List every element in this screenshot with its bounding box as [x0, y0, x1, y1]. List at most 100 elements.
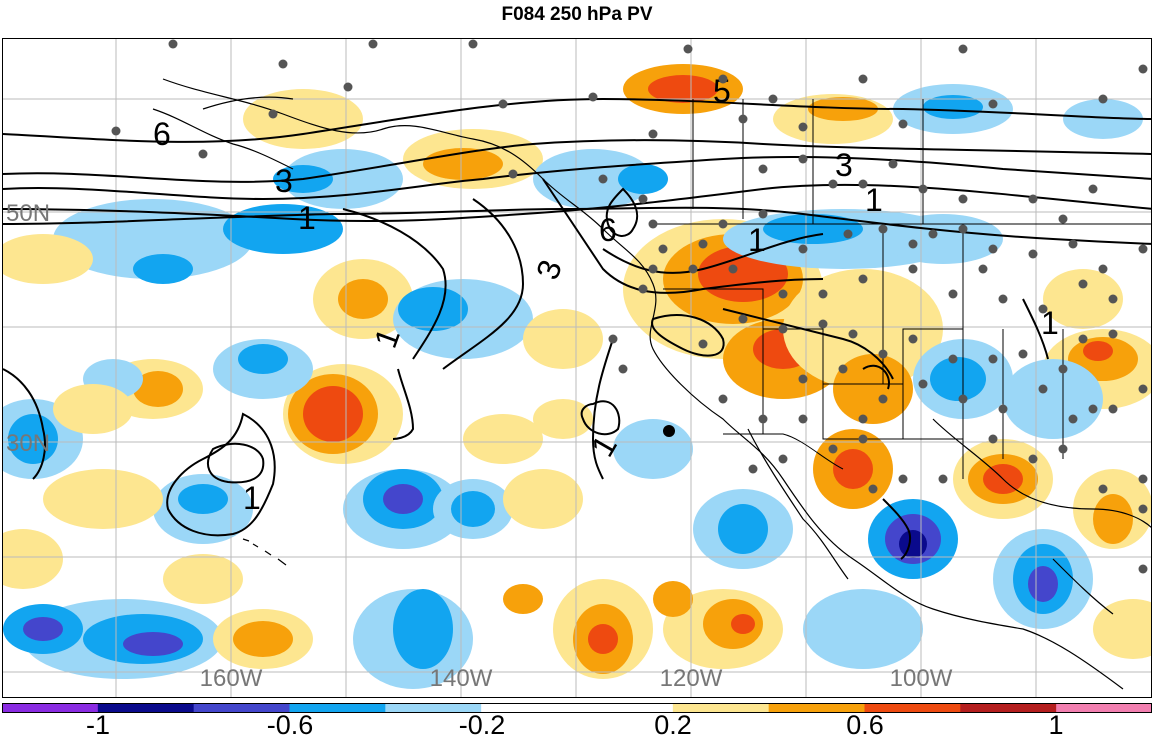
colorbar-tick-label: -0.2: [458, 710, 506, 740]
pv-anomaly-region: [338, 279, 388, 319]
station-dot: [778, 289, 788, 299]
station-dot: [948, 289, 958, 299]
colorbar-tick-label: 0.6: [846, 710, 884, 740]
pv-anomaly-region: [503, 469, 583, 529]
station-dot: [998, 294, 1008, 304]
contour-label: 1: [865, 182, 883, 218]
station-dot: [908, 264, 918, 274]
pv-anomaly-region: [533, 399, 593, 439]
colorbar-swatch: [960, 703, 1057, 713]
pv-anomaly-fill: [3, 64, 1151, 689]
pv-anomaly-region: [833, 449, 873, 489]
pv-map: 6 3 1 5 3 1 6 3 1 1 1 1 1: [3, 39, 1151, 697]
pv-anomaly-region: [1083, 341, 1113, 361]
colorbar: [2, 703, 1152, 713]
station-dot: [898, 474, 908, 484]
pv-anomaly-region: [503, 584, 543, 614]
station-dot: [1098, 484, 1108, 494]
pv-anomaly-region: [398, 287, 468, 331]
station-dot: [998, 404, 1008, 414]
colorbar-swatch: [864, 703, 961, 713]
contour-label: 6: [153, 116, 171, 152]
station-dot: [843, 229, 853, 239]
pv-anomaly-region: [718, 504, 768, 554]
contour-label: 3: [835, 147, 853, 183]
station-dot: [878, 394, 888, 404]
station-dot: [888, 159, 898, 169]
station-dot: [988, 244, 998, 254]
lat-label-30n: 30N: [6, 430, 51, 457]
lon-label-160w: 160W: [199, 665, 263, 692]
station-dot: [958, 394, 968, 404]
pv-anomaly-region: [653, 581, 693, 617]
colorbar-swatch: [1056, 703, 1152, 713]
pv-anomaly-region: [178, 484, 228, 514]
pv-anomaly-region: [133, 371, 183, 407]
station-dot: [1138, 384, 1148, 394]
pv-anomaly-region: [1028, 566, 1058, 602]
station-dot: [608, 334, 618, 344]
station-dot: [848, 329, 858, 339]
station-dot: [758, 209, 768, 219]
station-dot: [908, 239, 918, 249]
pv-contour-lines: [3, 97, 1151, 560]
contour-label: 1: [748, 222, 766, 258]
station-dot: [728, 264, 738, 274]
contour-label: 1: [243, 480, 261, 516]
pv-anomaly-region: [930, 357, 986, 401]
pv-anomaly-region: [1043, 269, 1123, 329]
pv-anomaly-region: [3, 529, 63, 589]
station-dot: [828, 179, 838, 189]
pv-anomaly-region: [243, 89, 363, 149]
pv-anomaly-region: [1093, 599, 1151, 659]
pv-anomaly-region: [283, 149, 403, 209]
station-dot: [688, 264, 698, 274]
station-dot: [778, 454, 788, 464]
station-dot: [1078, 334, 1088, 344]
station-dot: [111, 126, 121, 136]
station-dot: [598, 174, 608, 184]
station-dot: [798, 154, 808, 164]
pv-anomaly-region: [618, 164, 668, 194]
colorbar-swatch: [2, 703, 99, 713]
station-dot: [828, 444, 838, 454]
pv-anomaly-region: [523, 309, 603, 369]
station-dot: [878, 349, 888, 359]
station-dot: [1068, 414, 1078, 424]
contour-label: 6: [599, 212, 617, 248]
station-dot: [1098, 264, 1108, 274]
station-dot: [168, 39, 178, 49]
station-dot: [268, 109, 278, 119]
lat-label-50n: 50N: [6, 200, 51, 227]
station-dot: [858, 434, 868, 444]
colorbar-tick-label: -1: [85, 710, 111, 740]
station-dot: [698, 239, 708, 249]
lon-label-140w: 140W: [429, 665, 493, 692]
station-dot: [648, 264, 658, 274]
station-dot: [1078, 279, 1088, 289]
station-dot: [798, 122, 808, 132]
pv-anomaly-region: [899, 530, 927, 558]
station-dot: [1058, 364, 1068, 374]
station-dot: [1108, 404, 1118, 414]
station-dot: [958, 194, 968, 204]
station-dot: [1138, 64, 1148, 74]
station-dot: [1108, 329, 1118, 339]
colorbar-swatch: [385, 703, 482, 713]
colorbar-swatch: [577, 703, 674, 713]
station-dot: [818, 289, 828, 299]
pv-anomaly-region: [923, 95, 983, 119]
station-dot: [768, 94, 778, 104]
station-dot: [468, 39, 478, 49]
station-dot: [648, 219, 658, 229]
station-dot: [718, 74, 728, 84]
contour-label: 3: [275, 163, 293, 199]
pv-anomaly-region: [123, 632, 183, 656]
pv-anomaly-region: [588, 624, 618, 654]
pv-anomaly-region: [463, 414, 543, 464]
station-dot: [1108, 294, 1118, 304]
pv-anomaly-region: [731, 614, 755, 634]
pv-anomaly-region: [1093, 494, 1133, 544]
station-dot: [1018, 349, 1028, 359]
station-dot: [938, 474, 948, 484]
